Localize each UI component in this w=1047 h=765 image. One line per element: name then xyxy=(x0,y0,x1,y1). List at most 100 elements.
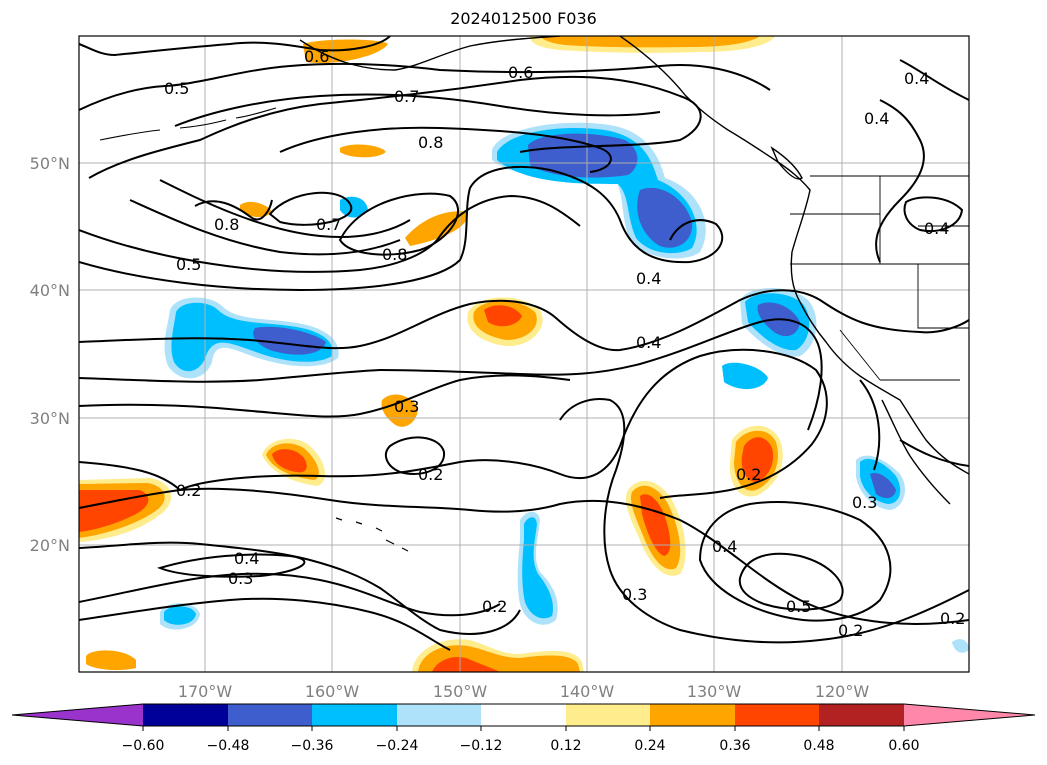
contour-line xyxy=(903,196,964,232)
negative-anomaly-region xyxy=(164,606,196,625)
lon-label: 140°W xyxy=(560,682,615,701)
contour-label: 0.4 xyxy=(864,109,889,128)
shaded-field-layer xyxy=(79,36,969,672)
contour-line xyxy=(79,374,571,418)
contour-line xyxy=(384,436,446,475)
lat-label: 30°N xyxy=(30,409,70,428)
colorbar-tick-label: −0.60 xyxy=(122,738,165,754)
contour-line xyxy=(79,572,501,617)
contour-line xyxy=(899,439,969,467)
colorbar-tick-label: −0.36 xyxy=(291,738,334,754)
state-borders xyxy=(790,176,969,381)
positive-anomaly-region xyxy=(432,656,500,672)
contour-label: 0.8 xyxy=(214,215,239,234)
contour-line xyxy=(79,36,391,57)
positive-anomaly-region xyxy=(79,490,149,532)
map-frame xyxy=(78,35,970,673)
colorbar-tick-label: −0.12 xyxy=(460,738,503,754)
contour-label: 0.2 xyxy=(940,609,965,628)
contour-label: 0.2 xyxy=(838,621,863,640)
positive-anomaly-region xyxy=(86,650,136,671)
contour-label: 0.5 xyxy=(176,255,201,274)
contour-label: 0.7 xyxy=(316,215,341,234)
contour-line xyxy=(79,194,581,273)
positive-anomaly-region xyxy=(540,36,760,48)
contour-label: 0.2 xyxy=(482,597,507,616)
negative-anomaly-region xyxy=(637,187,693,248)
lon-label: 150°W xyxy=(433,682,488,701)
contour-label: 0.6 xyxy=(508,63,533,82)
colorbar-bin xyxy=(735,704,819,726)
contour-line xyxy=(79,487,969,625)
negative-anomaly-region xyxy=(870,472,896,499)
contour-line xyxy=(194,199,273,221)
contour-line xyxy=(79,348,828,499)
contour-line xyxy=(174,93,661,127)
contour-line xyxy=(79,597,451,651)
contour-line xyxy=(79,62,771,111)
positive-anomaly-region xyxy=(340,144,386,158)
baja-peninsula xyxy=(881,399,951,505)
colorbar-bin xyxy=(566,704,650,726)
contour-label: 0.4 xyxy=(712,537,737,556)
negative-anomaly-region xyxy=(952,639,969,653)
lon-label: 170°W xyxy=(178,682,233,701)
lon-label: 160°W xyxy=(305,682,360,701)
longitude-labels: 170°W 160°W 150°W 140°W 130°W 120°W xyxy=(178,682,870,701)
contour-label: 0.5 xyxy=(164,79,189,98)
contour-label: 0.4 xyxy=(636,269,661,288)
colorbar-bin xyxy=(819,704,904,726)
lon-label: 120°W xyxy=(815,682,870,701)
contour-line xyxy=(156,553,306,578)
hawaii-islands xyxy=(335,517,409,552)
colorbar-extend-high xyxy=(904,704,1035,726)
contour-line xyxy=(279,126,612,173)
contour-label: 0.4 xyxy=(924,219,949,238)
map-title: 2024012500 F036 xyxy=(450,9,597,28)
contour-label: 0.8 xyxy=(418,133,443,152)
colorbar-bin xyxy=(228,704,312,726)
positive-anomaly-region xyxy=(240,201,272,218)
colorbar-bin xyxy=(312,704,397,726)
contour-line xyxy=(79,165,724,292)
contour-line xyxy=(859,379,881,471)
aleutian-islands xyxy=(99,107,277,141)
contour-line xyxy=(88,75,702,179)
colorbar-tick-label: 0.36 xyxy=(719,738,750,754)
contour-label: 0.3 xyxy=(852,493,877,512)
lon-label: 130°W xyxy=(687,682,742,701)
contour-label-layer: 0.6 0.5 0.6 0.7 0.8 0.4 0.4 0.8 0.7 0.8 … xyxy=(164,47,965,640)
north-america-coastline xyxy=(619,36,969,475)
colorbar-tick-label: 0.12 xyxy=(550,738,581,754)
contour-label: 0.4 xyxy=(904,69,929,88)
contour-label: 0.5 xyxy=(786,597,811,616)
contour-label: 0.2 xyxy=(736,465,761,484)
colorbar-extend-low xyxy=(12,704,143,726)
alaska-coast xyxy=(299,36,561,71)
coastline-layer xyxy=(99,36,969,505)
contour-line xyxy=(338,192,460,256)
colorbar-tick-labels: −0.60 −0.48 −0.36 −0.24 −0.12 0.12 0.24 … xyxy=(122,738,920,754)
contour-label: 0.8 xyxy=(382,245,407,264)
colorbar-tick-label: 0.48 xyxy=(803,738,834,754)
vancouver-island xyxy=(770,146,803,180)
contour-layer xyxy=(79,36,969,651)
negative-anomaly-region xyxy=(722,362,768,390)
graticule xyxy=(79,36,969,672)
positive-anomaly-region xyxy=(405,211,469,246)
colorbar: −0.60 −0.48 −0.36 −0.24 −0.12 0.12 0.24 … xyxy=(11,703,1036,754)
contour-line xyxy=(738,552,844,611)
negative-anomaly-region xyxy=(340,196,368,218)
colorbar-bin xyxy=(481,704,566,726)
positive-anomaly-region xyxy=(381,394,418,427)
positive-anomaly-region xyxy=(303,39,388,64)
contour-line xyxy=(79,318,823,431)
contour-label: 0.7 xyxy=(394,87,419,106)
contour-line xyxy=(559,398,969,644)
contour-label: 0.4 xyxy=(234,549,259,568)
colorbar-tick-label: 0.24 xyxy=(634,738,665,754)
lat-label: 20°N xyxy=(30,536,70,555)
contour-line xyxy=(79,289,969,352)
contour-line xyxy=(129,199,401,256)
colorbar-tick-label: 0.60 xyxy=(888,738,919,754)
